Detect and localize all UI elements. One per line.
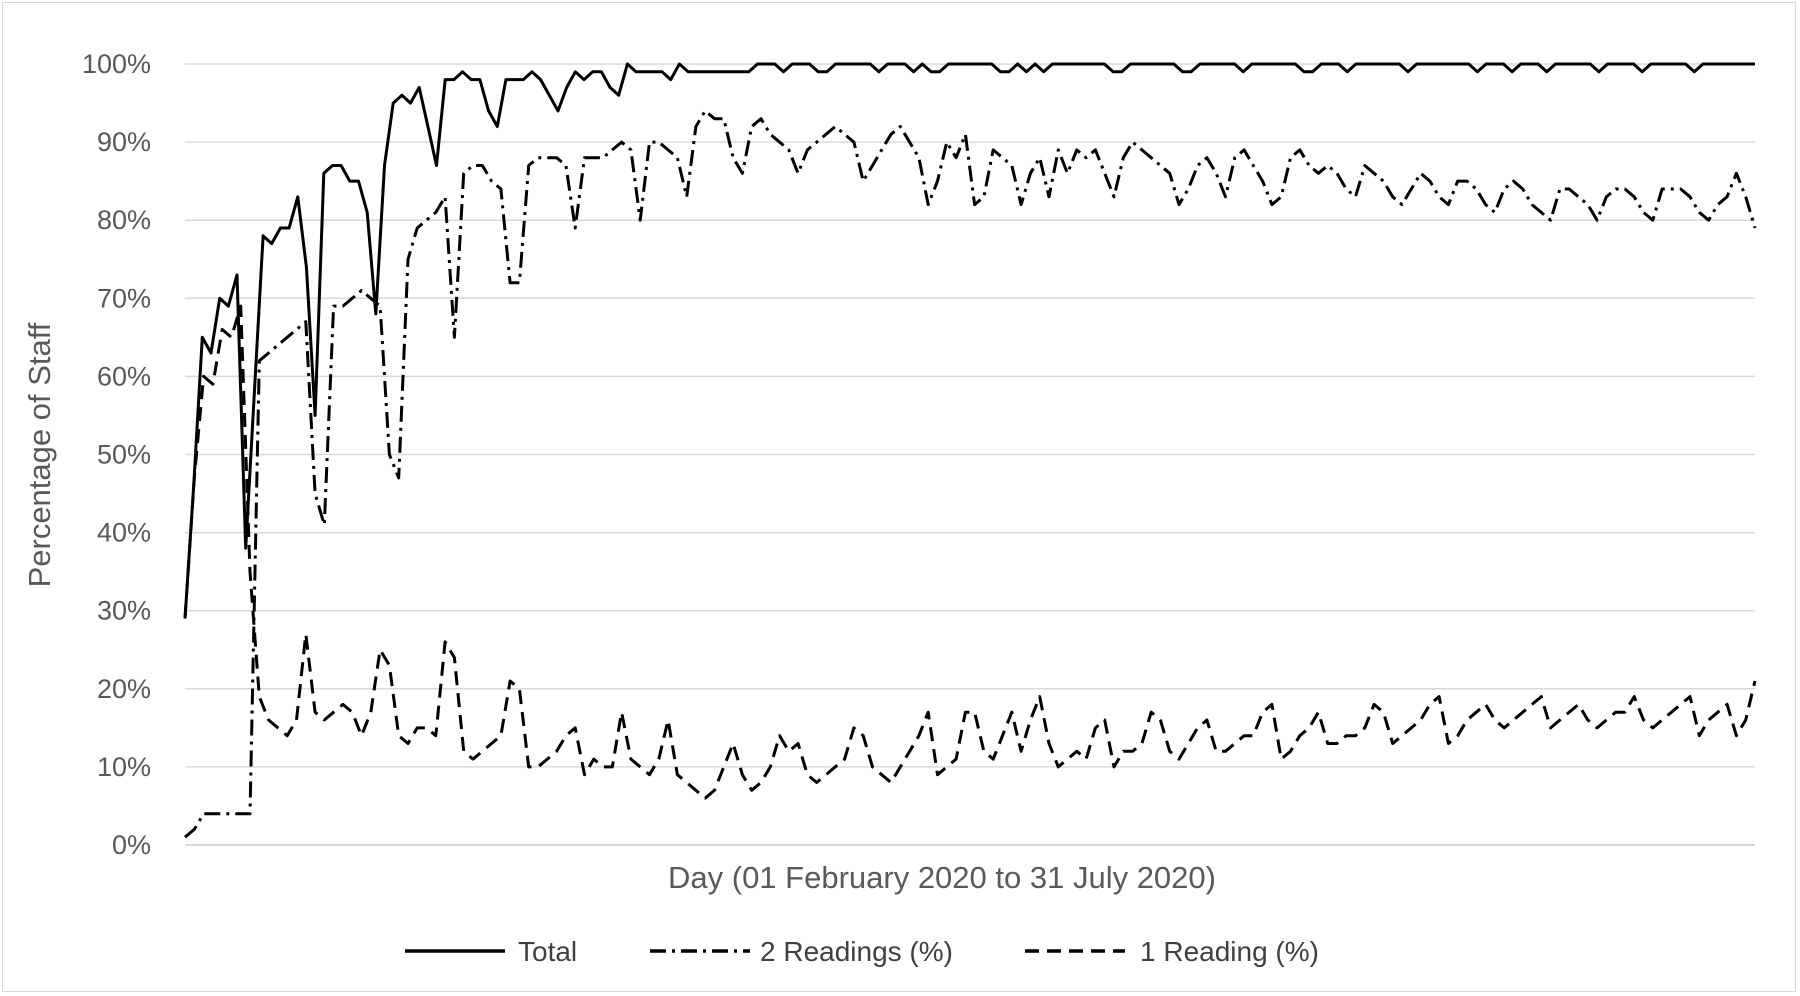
y-tick-label: 40% xyxy=(97,518,151,548)
series-line-1 xyxy=(183,62,1755,619)
y-tick-label: 90% xyxy=(97,127,151,157)
y-tick-label: 60% xyxy=(97,361,151,391)
y-tick-label: 100% xyxy=(82,49,151,79)
y-tick-label: 0% xyxy=(112,830,151,860)
y-tick-label: 50% xyxy=(97,440,151,470)
legend-label-1: Total xyxy=(518,936,577,967)
y-tick-label: 80% xyxy=(97,205,151,235)
y-tick-labels: 0% 10% 20% 30% 40% 50% 60% 70% 80% 90% 100% xyxy=(82,49,151,860)
y-tick-label: 70% xyxy=(97,283,151,313)
legend-label-3: 1 Reading (%) xyxy=(1140,936,1319,967)
series-line-2 xyxy=(184,109,1757,839)
legend-label-2: 2 Readings (%) xyxy=(760,936,953,967)
y-axis-title: Percentage of Staff xyxy=(22,322,57,587)
y-tick-label: 30% xyxy=(97,596,151,626)
series-lines xyxy=(183,62,1757,839)
y-tick-label: 10% xyxy=(97,752,151,782)
x-axis-title: Day (01 February 2020 to 31 July 2020) xyxy=(668,860,1216,895)
y-tick-label: 20% xyxy=(97,674,151,704)
series-line-3 xyxy=(183,304,1757,800)
gridlines xyxy=(185,63,1755,846)
legend: Total 2 Readings (%) 1 Reading (%) xyxy=(405,936,1319,967)
